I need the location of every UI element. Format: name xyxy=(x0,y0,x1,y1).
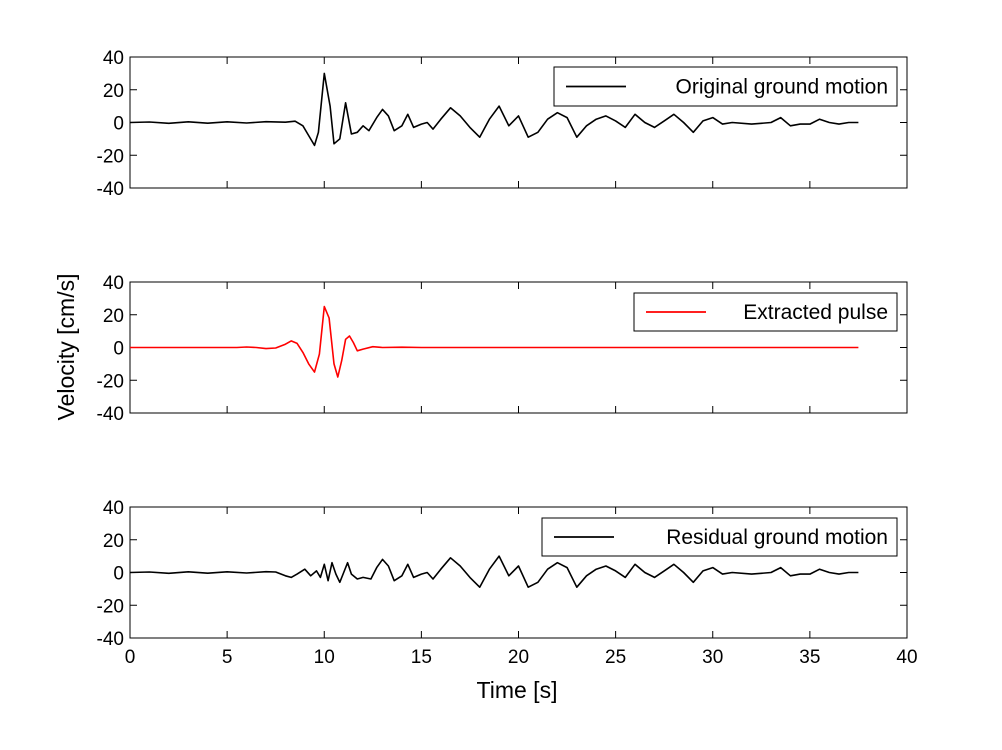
y-tick-label: -20 xyxy=(97,596,124,617)
x-tick-label: 30 xyxy=(702,647,723,668)
y-tick-label: 20 xyxy=(103,306,124,327)
series-line xyxy=(130,305,859,378)
x-tick-label: 25 xyxy=(605,647,626,668)
subplot-1: 40 20 0 -20 -40 Original ground motion xyxy=(97,48,908,200)
x-axis-title: Time [s] xyxy=(477,677,558,703)
series-line xyxy=(129,72,859,147)
x-tick-label: 20 xyxy=(508,647,529,668)
y-tick-label: -40 xyxy=(97,179,124,200)
y-tick-label: 20 xyxy=(103,81,124,102)
x-tick-label: 40 xyxy=(896,647,917,668)
legend: Residual ground motion xyxy=(541,517,898,557)
subplot-group: 40 20 0 -20 -40 Original ground motion 40 20 0 -2… xyxy=(97,48,918,668)
legend-label: Extracted pulse xyxy=(743,301,888,324)
y-tick-label: 40 xyxy=(103,498,124,519)
legend-label: Original ground motion xyxy=(676,76,888,99)
subplot-3: 0 5 10 15 20 25 30 35 40 40 20 0 -20 -40 Residual grou… xyxy=(97,498,918,668)
y-tick-label: 0 xyxy=(113,114,124,135)
legend-label: Residual ground motion xyxy=(666,526,888,549)
y-tick-label: -40 xyxy=(97,629,124,650)
y-tick-label: 0 xyxy=(113,339,124,360)
y-tick-label: -20 xyxy=(97,371,124,392)
y-tick-label: 20 xyxy=(103,531,124,552)
shared-y-axis-title: Velocity [cm/s] xyxy=(53,274,79,421)
y-tick-label: 0 xyxy=(113,564,124,585)
legend: Original ground motion xyxy=(553,66,898,107)
x-tick-label: 0 xyxy=(125,647,136,668)
y-tick-label: -40 xyxy=(97,404,124,425)
y-tick-label: -20 xyxy=(97,146,124,167)
x-tick-label: 35 xyxy=(799,647,820,668)
subplot-2: 40 20 0 -20 -40 Extracted pulse xyxy=(97,273,908,425)
y-tick-label: 40 xyxy=(103,48,124,69)
y-tick-label: 40 xyxy=(103,273,124,294)
x-tick-label: 5 xyxy=(222,647,233,668)
series-line xyxy=(129,555,859,589)
x-tick-label: 15 xyxy=(411,647,432,668)
x-tick-label: 10 xyxy=(314,647,335,668)
legend: Extracted pulse xyxy=(633,292,898,332)
